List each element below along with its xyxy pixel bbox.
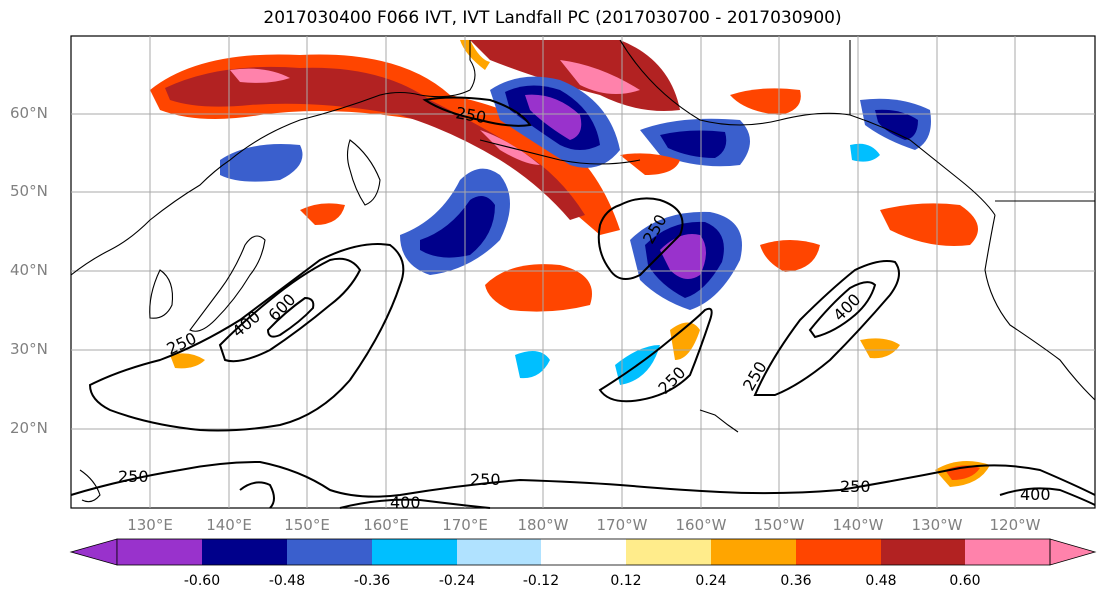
coast-philippines xyxy=(79,469,101,503)
shade-negative-gulf-alaska-core xyxy=(660,130,727,158)
lon-label: 160°W xyxy=(675,516,727,534)
lon-label: 140°W xyxy=(832,516,884,534)
contour-250-140w xyxy=(753,260,900,396)
lat-label: 60°N xyxy=(10,104,48,122)
map-title: 2017030400 F066 IVT, IVT Landfall PC (20… xyxy=(263,8,842,28)
contour-250-tropics xyxy=(70,460,1096,498)
lat-label: 50°N xyxy=(10,182,48,200)
contour-250-tropics-loop xyxy=(239,481,275,509)
colorbar-tick-label: 0.48 xyxy=(865,573,897,589)
lon-label: 180°W xyxy=(517,516,569,534)
coast-north-america-west xyxy=(984,214,1096,401)
colorbar-tick-label: -0.48 xyxy=(268,573,306,589)
shade-negative-northwest-coast-core xyxy=(875,109,918,140)
lon-label: 160°E xyxy=(363,516,409,534)
lat-label: 30°N xyxy=(10,340,48,358)
shaded-field xyxy=(150,40,990,487)
lon-label: 140°E xyxy=(206,516,252,534)
colorbar-bin xyxy=(711,539,796,565)
colorbar-tick-label: -0.36 xyxy=(353,573,391,589)
colorbar-bin xyxy=(202,539,287,565)
colorbar-tick-label: -0.60 xyxy=(183,573,221,589)
lat-label: 40°N xyxy=(10,261,48,279)
coast-aleutians xyxy=(479,139,641,165)
shade-positive-scatter-1 xyxy=(860,338,900,359)
coast-kamchatka xyxy=(346,139,381,206)
contour-250-north xyxy=(422,96,532,127)
coast-hawaii xyxy=(699,409,739,433)
contour-400-east-tropics xyxy=(999,487,1096,506)
shade-positive-northeast-pink xyxy=(560,60,640,94)
colorbar xyxy=(69,538,1097,566)
lon-label: 130°E xyxy=(127,516,173,534)
coastlines xyxy=(70,39,1096,503)
lon-label: 170°E xyxy=(442,516,488,534)
shade-negative-160w-purple xyxy=(660,234,706,279)
ivt-contours xyxy=(70,96,1096,509)
colorbar-bin xyxy=(117,539,202,565)
shade-positive-hawaii xyxy=(670,322,700,360)
colorbar-extend-max xyxy=(1049,538,1097,566)
contour-label: 400 xyxy=(390,493,421,512)
shade-positive-alaska-east xyxy=(730,88,801,115)
colorbar-tick-label: 0.12 xyxy=(610,573,642,589)
colorbar-bin xyxy=(796,539,881,565)
colorbar-bin xyxy=(457,539,541,565)
shade-positive-central xyxy=(485,264,592,312)
colorbar-bin xyxy=(881,539,965,565)
contour-400-tropics xyxy=(339,498,491,509)
coast-asia-mainland xyxy=(70,40,476,276)
lon-label: 120°W xyxy=(989,516,1041,534)
shade-positive-gulf xyxy=(620,153,680,175)
contour-label: 250 xyxy=(470,470,501,489)
colorbar-tick-label: -0.24 xyxy=(438,573,476,589)
contour-label: 250 xyxy=(840,477,871,496)
contour-label: 250 xyxy=(118,467,149,486)
colorbar-bin xyxy=(372,539,457,565)
shade-positive-northeast-pacific xyxy=(880,203,978,246)
lon-label: 130°W xyxy=(911,516,963,534)
shade-negative-okhotsk xyxy=(220,144,303,182)
colorbar-tick-label: 0.60 xyxy=(949,573,981,589)
colorbar-bin xyxy=(287,539,372,565)
shade-negative-midpacific-core xyxy=(420,196,495,258)
contour-250-gulf xyxy=(597,197,684,280)
lon-label: 150°E xyxy=(284,516,330,534)
coast-japan xyxy=(189,235,266,332)
contour-250-160w xyxy=(598,307,713,403)
colorbar-tick-label: 0.36 xyxy=(780,573,812,589)
contour-250-japan xyxy=(88,243,405,432)
shade-negative-bering-purple xyxy=(525,94,582,140)
coast-korea xyxy=(149,269,174,319)
shade-positive-pink-1 xyxy=(230,68,290,83)
contour-600-japan xyxy=(266,296,315,338)
shade-positive-kuril xyxy=(300,203,345,225)
contour-400-140w xyxy=(808,281,877,339)
coast-alaska xyxy=(619,39,996,216)
lon-label: 150°W xyxy=(753,516,805,534)
colorbar-outline xyxy=(116,538,1051,566)
colorbar-bin xyxy=(541,539,626,565)
contour-label: 400 xyxy=(1020,485,1051,504)
shade-positive-scatter-2 xyxy=(170,353,205,369)
shade-positive-midwest xyxy=(760,240,820,272)
lon-label: 170°W xyxy=(596,516,648,534)
colorbar-tick-label: 0.24 xyxy=(695,573,727,589)
lat-label: 20°N xyxy=(10,419,48,437)
colorbar-tick-label: -0.12 xyxy=(522,573,560,589)
colorbar-extend-min xyxy=(69,538,118,566)
colorbar-bin xyxy=(626,539,711,565)
colorbar-bin xyxy=(965,539,1050,565)
contour-400-japan xyxy=(218,257,362,363)
shade-negative-scatter-1 xyxy=(515,351,550,379)
shade-positive-rim-northeast xyxy=(460,40,490,70)
